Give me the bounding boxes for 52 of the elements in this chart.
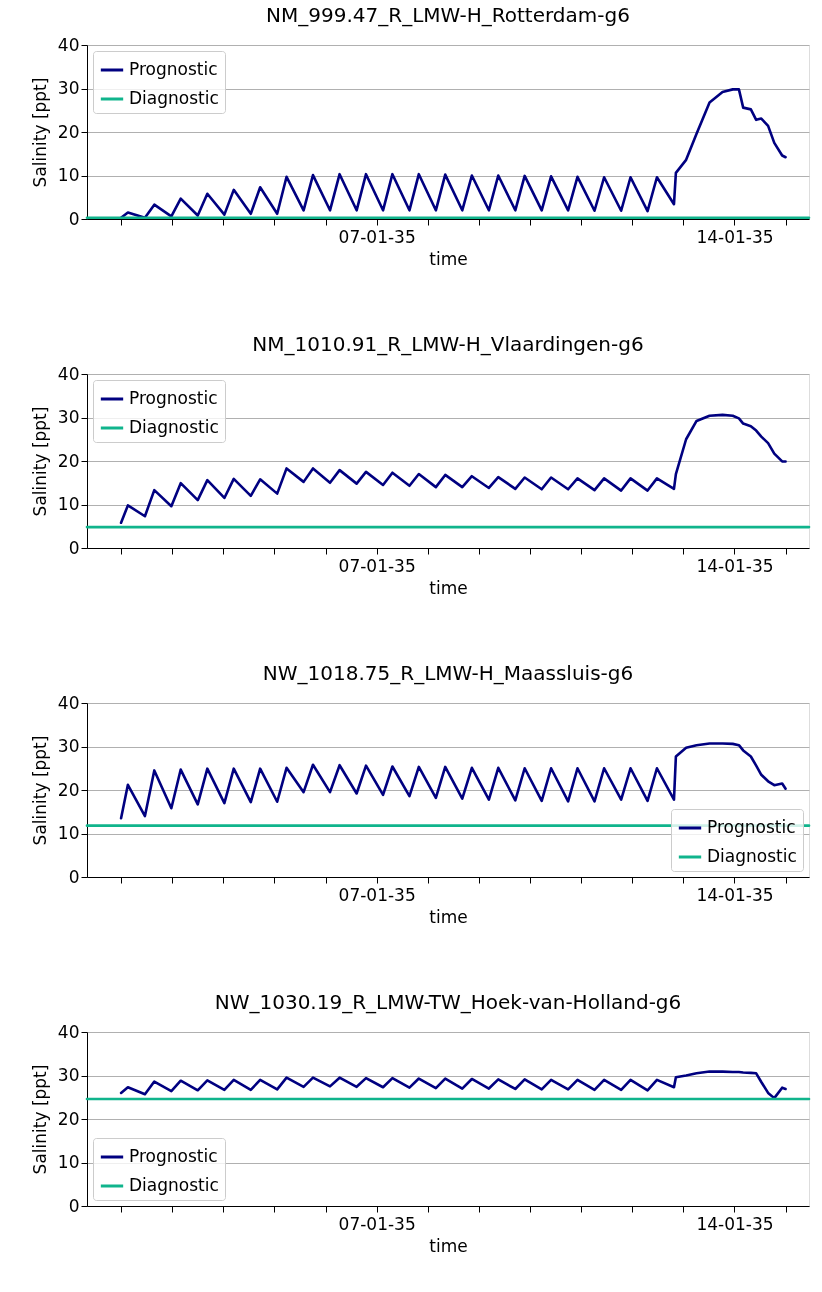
x-axis-title: time bbox=[429, 577, 468, 598]
line-series bbox=[119, 1070, 787, 1100]
legend-label: Prognostic bbox=[707, 817, 796, 837]
legend-label: Prognostic bbox=[129, 388, 218, 408]
x-tick-label: 07-01-35 bbox=[338, 884, 416, 905]
legend-label: Prognostic bbox=[129, 1146, 218, 1166]
y-tick-label: 40 bbox=[57, 1021, 80, 1042]
line-series bbox=[119, 88, 787, 219]
y-axis-title: Salinity [ppt] bbox=[29, 1064, 50, 1175]
y-tick-label: 10 bbox=[57, 1152, 80, 1172]
legend-label: Diagnostic bbox=[129, 1175, 219, 1195]
y-tick-label: 20 bbox=[57, 450, 80, 471]
line-series bbox=[119, 742, 787, 820]
y-tick-label: 10 bbox=[57, 165, 80, 185]
x-axis-title: time bbox=[429, 906, 468, 927]
y-tick-label: 0 bbox=[68, 866, 80, 887]
x-tick-label: 07-01-35 bbox=[338, 555, 416, 576]
y-axis-title: Salinity [ppt] bbox=[29, 406, 50, 517]
chart-title: NW_1018.75_R_LMW-H_Maassluis-g6 bbox=[262, 661, 634, 685]
x-tick-label: 14-01-35 bbox=[696, 226, 774, 247]
legend-label: Diagnostic bbox=[707, 846, 797, 866]
legend-label: Prognostic bbox=[129, 59, 218, 79]
x-tick-label: 14-01-35 bbox=[696, 884, 774, 905]
y-tick-label: 30 bbox=[57, 78, 80, 98]
y-tick-label: 20 bbox=[57, 779, 80, 800]
line-series bbox=[119, 413, 787, 525]
x-tick-label: 14-01-35 bbox=[696, 1213, 774, 1234]
y-tick-label: 40 bbox=[57, 692, 80, 713]
y-tick-label: 0 bbox=[68, 537, 80, 558]
y-tick-label: 20 bbox=[57, 121, 80, 142]
y-tick-label: 20 bbox=[57, 1108, 80, 1129]
y-axis-title: Salinity [ppt] bbox=[29, 735, 50, 846]
x-axis-title: time bbox=[429, 248, 468, 269]
y-tick-label: 30 bbox=[57, 1065, 80, 1085]
y-tick-label: 30 bbox=[57, 407, 80, 427]
x-tick-label: 07-01-35 bbox=[338, 226, 416, 247]
chart-title: NM_1010.91_R_LMW-H_Vlaardingen-g6 bbox=[252, 332, 644, 356]
y-tick-label: 40 bbox=[57, 34, 80, 55]
y-tick-label: 0 bbox=[68, 1195, 80, 1216]
x-tick-label: 07-01-35 bbox=[338, 1213, 416, 1234]
chart-title: NM_999.47_R_LMW-H_Rotterdam-g6 bbox=[266, 3, 630, 27]
legend-label: Diagnostic bbox=[129, 417, 219, 437]
chart-title: NW_1030.19_R_LMW-TW_Hoek-van-Holland-g6 bbox=[214, 990, 682, 1014]
y-tick-label: 0 bbox=[68, 208, 80, 229]
x-tick-label: 14-01-35 bbox=[696, 555, 774, 576]
y-tick-label: 10 bbox=[57, 494, 80, 514]
y-tick-label: 10 bbox=[57, 823, 80, 843]
legend-label: Diagnostic bbox=[129, 88, 219, 108]
y-axis-title: Salinity [ppt] bbox=[29, 77, 50, 188]
y-tick-label: 40 bbox=[57, 363, 80, 384]
x-axis-title: time bbox=[429, 1235, 468, 1256]
y-tick-label: 30 bbox=[57, 736, 80, 756]
